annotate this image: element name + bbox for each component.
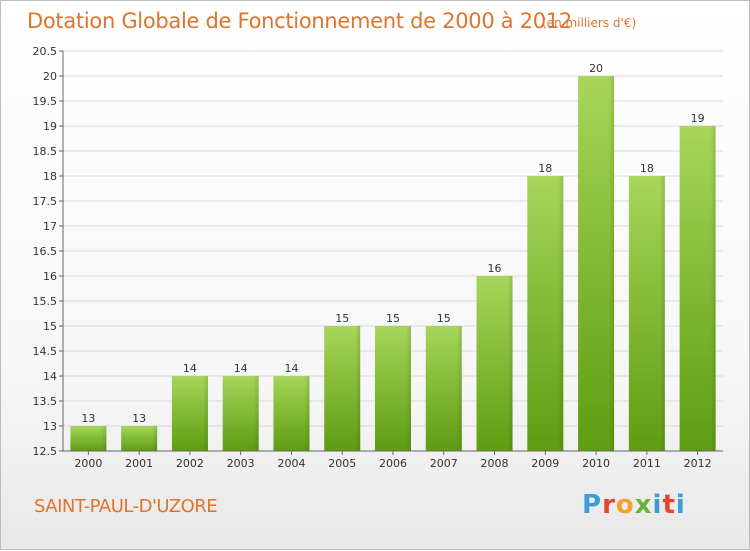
data-label-2012: 19	[691, 112, 705, 125]
y-tick-label: 18.5	[33, 145, 58, 158]
x-tick-label-2004: 2004	[277, 457, 305, 470]
x-tick-label-2000: 2000	[74, 457, 102, 470]
y-tick-label: 13	[43, 420, 57, 433]
data-label-2007: 15	[437, 312, 451, 325]
bar-shade-2004	[304, 376, 310, 451]
y-tick-label: 18	[43, 170, 57, 183]
y-tick-label: 16.5	[33, 245, 58, 258]
data-label-2008: 16	[488, 262, 502, 275]
y-tick-label: 20	[43, 70, 57, 83]
x-tick-label-2001: 2001	[125, 457, 153, 470]
bar-shade-2011	[659, 176, 665, 451]
bar-shade-2006	[406, 326, 411, 451]
bar-2009	[527, 176, 564, 451]
bar-2003	[222, 376, 259, 451]
y-tick-label: 19	[43, 120, 57, 133]
bar-2012	[679, 126, 716, 451]
chart-title: Dotation Globale de Fonctionnement de 20…	[27, 9, 572, 33]
bar-2000	[70, 426, 107, 451]
bar-2001	[121, 426, 158, 451]
x-tick-label-2010: 2010	[582, 457, 610, 470]
x-tick-label-2011: 2011	[633, 457, 661, 470]
bar-shade-2012	[710, 126, 716, 451]
y-tick-label: 12.5	[33, 445, 58, 458]
data-label-2000: 13	[81, 412, 95, 425]
data-label-2004: 14	[284, 362, 298, 375]
bar-shade-2009	[558, 176, 564, 451]
x-tick-label-2012: 2012	[684, 457, 712, 470]
bar-2011	[628, 176, 665, 451]
data-label-2010: 20	[589, 62, 603, 75]
x-tick-label-2009: 2009	[531, 457, 559, 470]
bar-shade-2010	[609, 76, 615, 451]
unit-label: (en milliers d'€)	[542, 16, 637, 30]
data-label-2011: 18	[640, 162, 654, 175]
bar-shade-2008	[507, 276, 513, 451]
bar-shade-2002	[202, 376, 208, 451]
data-label-2001: 13	[132, 412, 146, 425]
bar-shade-2003	[253, 376, 259, 451]
x-tick-label-2003: 2003	[227, 457, 255, 470]
bar-2008	[476, 276, 513, 451]
y-tick-label: 17	[43, 220, 57, 233]
bar-2002	[171, 376, 208, 451]
x-tick-label-2005: 2005	[328, 457, 356, 470]
y-tick-label: 13.5	[33, 395, 58, 408]
bar-shade-2007	[456, 326, 462, 451]
y-tick-label: 19.5	[33, 95, 58, 108]
x-tick-label-2002: 2002	[176, 457, 204, 470]
commune-name: SAINT-PAUL-D'UZORE	[34, 496, 218, 517]
x-tick-label-2006: 2006	[379, 457, 407, 470]
y-tick-label: 15.5	[33, 295, 58, 308]
bar-2010	[578, 76, 615, 451]
proxiti-logo: Proxiti	[582, 490, 686, 520]
data-label-2003: 14	[234, 362, 248, 375]
bar-2005	[324, 326, 361, 451]
y-tick-label: 20.5	[33, 45, 58, 58]
bar-shade-2005	[355, 326, 361, 451]
y-tick-label: 14.5	[33, 345, 58, 358]
bar-2007	[425, 326, 462, 451]
data-label-2006: 15	[386, 312, 400, 325]
y-tick-label: 17.5	[33, 195, 58, 208]
x-tick-label-2008: 2008	[481, 457, 509, 470]
data-label-2002: 14	[183, 362, 197, 375]
bar-2004	[273, 376, 310, 451]
bar-2006	[375, 326, 411, 451]
data-label-2009: 18	[538, 162, 552, 175]
y-tick-label: 15	[43, 320, 57, 333]
bar-shade-2000	[101, 426, 107, 451]
y-tick-label: 14	[43, 370, 57, 383]
y-tick-label: 16	[43, 270, 57, 283]
data-label-2005: 15	[335, 312, 349, 325]
x-tick-label-2007: 2007	[430, 457, 458, 470]
bar-shade-2001	[152, 426, 158, 451]
